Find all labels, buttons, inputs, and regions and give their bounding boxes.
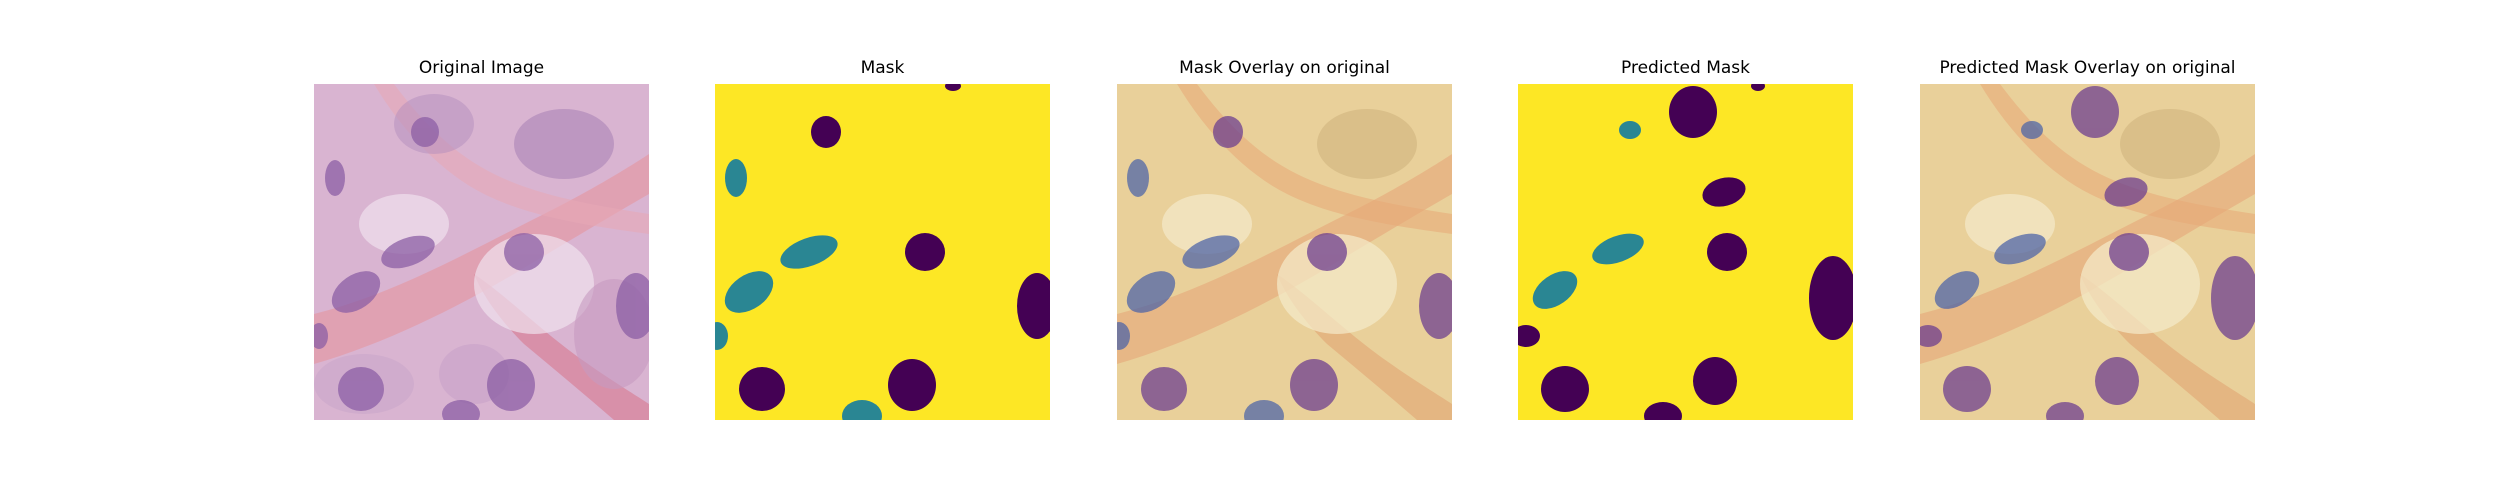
- panel-predicted-mask: Predicted Mask: [1518, 0, 1853, 500]
- panel-predicted-mask-overlay: Predicted Mask Overlay on original: [1920, 0, 2255, 500]
- predicted-mask-overlay-image: [1920, 84, 2255, 420]
- panel-title: Predicted Mask: [1621, 58, 1750, 78]
- panel-title: Original Image: [418, 58, 545, 78]
- mask-overlay-image: [1117, 84, 1452, 420]
- panel-mask-overlay: Mask Overlay on original: [1117, 0, 1452, 500]
- predicted-mask-image: [1518, 84, 1853, 420]
- panel-original-image: Original Image: [314, 0, 649, 500]
- panel-mask: Mask: [715, 0, 1050, 500]
- panel-title: Predicted Mask Overlay on original: [1939, 58, 2236, 78]
- mask-image: [715, 84, 1050, 420]
- panel-title: Mask: [860, 58, 905, 78]
- panel-title: Mask Overlay on original: [1179, 58, 1390, 78]
- original-image: [314, 84, 649, 420]
